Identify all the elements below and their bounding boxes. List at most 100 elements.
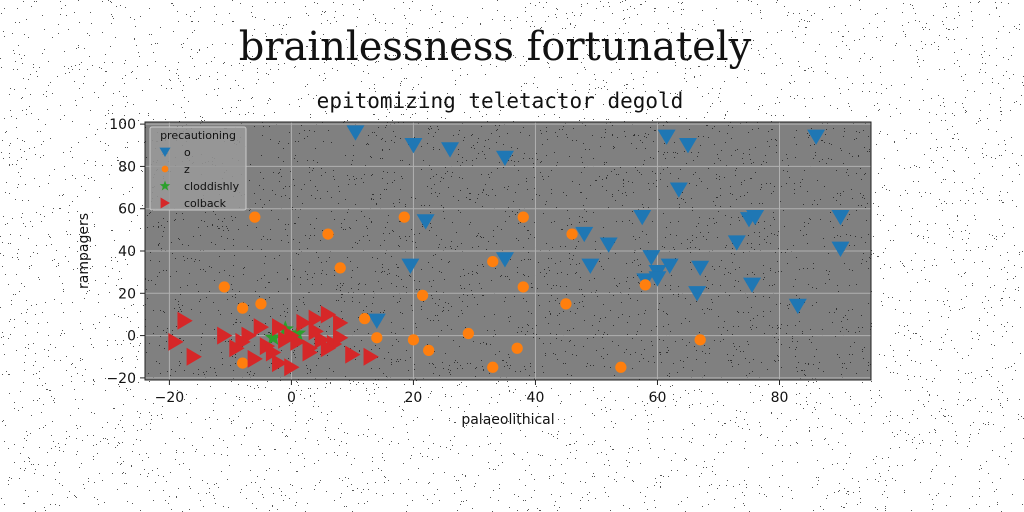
x-tick-label: 80 (771, 390, 789, 406)
point-z (407, 334, 420, 346)
point-colback (229, 339, 245, 358)
point-o (404, 138, 423, 154)
point-o (642, 250, 661, 266)
legend: precautioning oz cloddishly colback (149, 126, 247, 211)
point-o (367, 313, 386, 329)
point-z (487, 255, 499, 268)
series-colback (168, 305, 379, 377)
x-tick-label: 20 (405, 390, 423, 406)
point-o (678, 138, 697, 154)
point-colback (247, 349, 263, 368)
point-z (236, 302, 249, 314)
point-o (831, 241, 850, 257)
y-tick-label: 0 (127, 329, 136, 345)
point-o (346, 125, 365, 141)
legend-box (149, 126, 247, 211)
y-tick-label: 40 (118, 244, 136, 260)
point-colback (308, 309, 324, 328)
point-o (495, 150, 514, 167)
point-cloddishly (264, 328, 282, 345)
legend-marker-o (159, 147, 171, 157)
point-z (218, 281, 230, 293)
point-o (727, 235, 746, 251)
point-o (599, 237, 618, 253)
axis-ticks: −20 0 20 40 60 80 −20 0 20 40 60 80 100 (106, 117, 788, 406)
x-tick-label: 60 (649, 390, 667, 406)
point-o (831, 209, 850, 226)
chart-subtitle: epitomizing teletactor degold (317, 89, 684, 113)
point-z (694, 334, 706, 346)
point-colback (265, 343, 282, 362)
point-z (334, 262, 346, 274)
legend-entry-z: z (184, 163, 190, 176)
point-z (517, 281, 529, 293)
chart-title: brainlessness fortunately (239, 24, 752, 70)
point-o (669, 182, 688, 198)
point-z (462, 327, 474, 340)
point-colback (363, 347, 379, 366)
point-o (807, 129, 826, 145)
point-colback (333, 328, 349, 347)
point-colback (314, 330, 331, 349)
point-colback (217, 326, 233, 345)
legend-marker-z (161, 165, 169, 173)
point-colback (177, 311, 193, 330)
data-points (168, 125, 850, 377)
legend-entry-o: o (184, 146, 191, 159)
point-o (648, 271, 667, 287)
point-z (487, 361, 499, 373)
point-z (236, 357, 249, 369)
point-z (423, 344, 435, 357)
point-o (581, 258, 600, 274)
point-o (657, 129, 676, 145)
point-colback (272, 354, 288, 373)
legend-marker-cloddishly (159, 180, 171, 191)
point-colback (253, 318, 270, 337)
point-colback (296, 313, 312, 332)
point-z (371, 332, 383, 344)
x-tick-label: −20 (155, 390, 185, 406)
point-o (401, 258, 420, 274)
point-z (560, 298, 572, 310)
point-z (322, 228, 334, 240)
point-z (255, 298, 267, 310)
point-z (359, 313, 371, 325)
y-tick-label: 20 (118, 286, 136, 302)
point-cloddishly (288, 324, 307, 341)
point-colback (186, 347, 202, 366)
y-tick-label: 80 (118, 159, 136, 175)
point-o (746, 209, 765, 226)
point-o (691, 260, 710, 277)
point-colback (284, 358, 300, 377)
point-colback (320, 339, 337, 358)
point-z (639, 279, 651, 291)
point-colback (333, 313, 349, 332)
point-z (517, 211, 529, 223)
legend-marker-colback (160, 197, 170, 209)
legend-entry-colback: colback (184, 197, 227, 210)
series-o (346, 125, 850, 329)
point-colback (302, 343, 318, 362)
point-z (566, 228, 578, 240)
point-z (398, 211, 410, 223)
point-o (416, 214, 435, 230)
y-axis-label: rampagers (76, 213, 92, 289)
y-tick-label: 60 (118, 202, 136, 218)
point-colback (308, 322, 324, 341)
point-colback (284, 326, 300, 345)
y-tick-label: −20 (106, 371, 136, 387)
point-o (495, 252, 514, 268)
point-o (743, 277, 762, 293)
point-z (615, 361, 627, 373)
x-axis-label: palaeolithical (461, 412, 554, 428)
point-z (416, 289, 429, 302)
point-o (688, 286, 707, 302)
point-z (249, 211, 261, 223)
legend-title: precautioning (160, 129, 236, 142)
point-colback (272, 318, 288, 337)
series-z (218, 211, 706, 373)
